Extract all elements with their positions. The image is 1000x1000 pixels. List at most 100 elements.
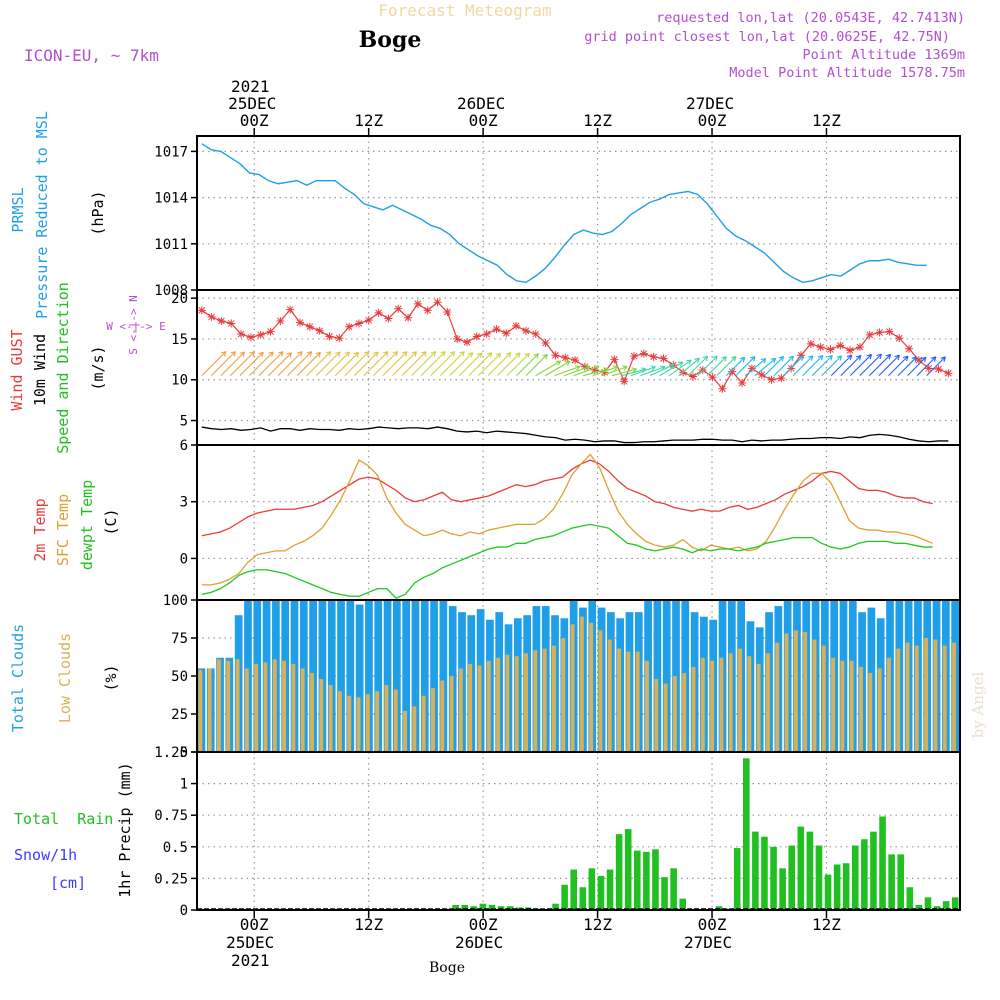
low-cloud-bar [859,666,863,752]
wind-arrow [668,359,692,377]
wind-arrow-head [421,351,427,357]
pressure-msl-label: Pressure Reduced to MSL [33,111,51,319]
wind-arrow-head [622,365,628,371]
rain-bar [888,854,895,910]
low-cloud-bar [793,630,798,752]
low-cloud-bar [319,679,324,752]
wind-arrow [678,357,700,377]
wind-arrow [907,356,927,377]
gust-marker [855,343,864,352]
rain-bar [570,869,577,910]
gust-marker [846,346,855,355]
wind-arrow-head [712,355,718,362]
model-point-altitude: Model Point Altitude 1578.75m [729,65,965,81]
low-cloud-bar [784,633,789,752]
gust-marker [561,353,570,362]
gust-marker [777,374,786,383]
wind-arrow-head [239,351,246,357]
low-cloud-bar [561,638,566,752]
gust-marker [639,349,648,358]
y-tick-label: 0 [180,903,188,919]
gust-marker [659,354,668,363]
x-label-bottom-year: 2021 [231,951,270,970]
wind-arrow-head [402,351,408,357]
low-cloud-bar [198,669,203,752]
low-cloud-bar [747,656,752,752]
gust-marker [335,334,344,343]
wind-arrow [373,351,398,377]
low-cloud-bar [542,648,547,752]
low-cloud-bar [412,706,417,752]
wind-speed-dir-label: Speed and Direction [54,282,72,454]
wind-arrow [458,352,483,377]
gust-marker [718,384,727,393]
wind-arrow-head [778,356,785,362]
gust-marker [797,351,806,360]
x-label-bottom-hour: 12Z [583,915,612,934]
low-cloud-bar [384,685,389,752]
panel-border [196,751,961,911]
y-tick-label: 1.25 [154,745,188,761]
panel-border [196,135,961,291]
low-cloud-bar [896,648,901,752]
wind-arrow [258,351,284,377]
wind-arrow [745,358,767,377]
low-cloud-bar [486,660,491,752]
y-tick-label: 1014 [154,191,188,207]
wind-arrow-head [686,359,692,365]
low-cloud-bar [449,676,454,752]
wind-arrow-head [297,351,303,357]
rain-bar [815,845,823,910]
total-cloud-bar [653,600,662,752]
wind-arrow [392,351,417,377]
wind-arrow-head [702,355,709,362]
low-cloud-bar [756,663,761,752]
total-cloud-bar [337,600,345,752]
rain-bar [733,848,741,910]
wind-arrow-head [846,354,853,361]
gust-marker [885,327,894,336]
gust-marker [600,368,609,377]
gust-marker [443,308,452,317]
low-cloud-bar [840,660,845,752]
low-cloud-bar [738,648,742,752]
point-altitude: Point Altitude 1369m [802,47,965,63]
low-cloud-bar [831,657,836,752]
rain-bar [452,904,459,910]
rain-bar [788,845,795,910]
wind-arrow-head [940,356,946,362]
gust-marker [197,306,206,315]
y-tick-label: 0.5 [163,840,188,856]
gust-marker [463,338,472,347]
rain-bar [842,863,850,910]
low-cloud-bar [710,660,715,752]
gust-marker [286,305,295,314]
gust-marker [905,344,914,353]
x-label-bottom-hour: 00Z [240,915,269,934]
gust-marker [315,326,324,335]
wind-arrow-head [449,351,456,357]
wind-arrow [821,355,842,377]
rain-bar [770,846,777,910]
rain-bar [661,877,668,910]
wind-arrow [420,351,446,377]
wind-arrow-head [459,351,465,357]
wind-panel-labels: Wind GUST 10m Wind Speed and Direction (… [8,282,166,454]
gust-marker [345,322,354,331]
low-cloud-bar [524,653,528,752]
snow-unit-label: [cm] [50,874,86,892]
x-label-bottom-date: 26DEC [455,933,503,952]
gust-marker [423,306,432,315]
rain-bar [924,897,932,910]
dewpt-label: dewpt Temp [78,480,96,570]
low-cloud-bar [617,648,622,752]
gust-marker [747,364,756,373]
low-cloud-bar [440,680,445,752]
wind-arrow-head [750,356,756,362]
y-tick-label: 0.75 [154,808,188,824]
y-tick-label: 50 [171,669,188,685]
gust-marker [237,330,246,339]
x-label-top-date: 26DEC [457,94,505,113]
gust-marker [472,332,481,341]
gust-marker [227,319,236,328]
